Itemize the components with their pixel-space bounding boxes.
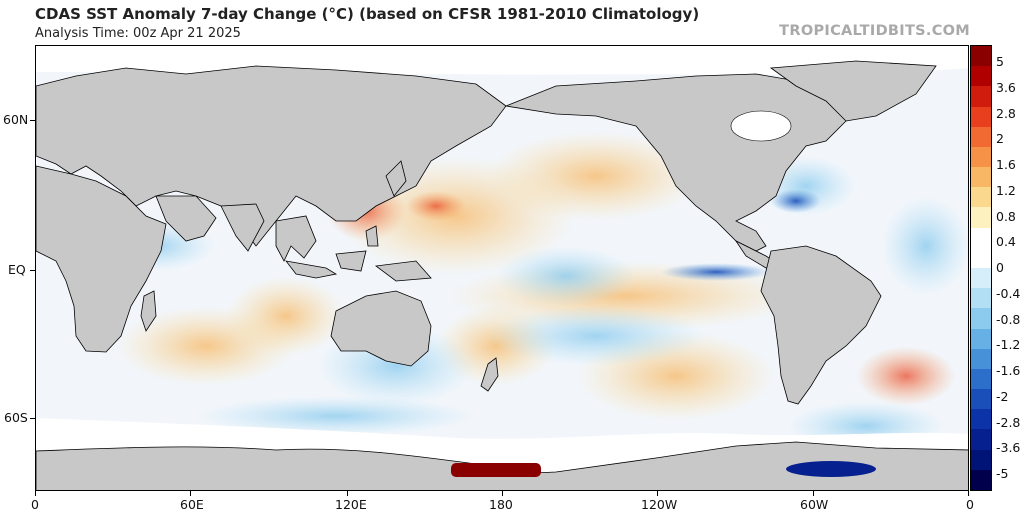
land-japan	[385, 160, 407, 197]
colorbar-segment	[971, 167, 991, 188]
brand-watermark: TROPICALTIDBITS.COM	[779, 23, 970, 39]
lat-tick	[30, 120, 35, 121]
land-indonesia	[285, 250, 432, 282]
lon-tick	[968, 491, 969, 496]
colorbar-segment	[971, 328, 991, 350]
weddell-cold-anomaly	[786, 461, 876, 477]
colorbar-segment	[971, 106, 991, 128]
lon-label-60w: 60W	[800, 497, 829, 512]
colorbar-label: 1.6	[996, 157, 1016, 172]
sst-anomaly-map[interactable]	[35, 45, 969, 491]
lat-label-60n: 60N	[3, 112, 29, 127]
lon-label-60e: 60E	[180, 497, 204, 512]
colorbar-label: -0.4	[996, 285, 1021, 301]
colorbar-label: 0	[996, 260, 1004, 275]
colorbar-segment	[971, 46, 991, 67]
lat-label-eq: EQ	[8, 262, 26, 277]
lon-tick	[35, 491, 36, 496]
colorbar-segment	[971, 389, 991, 410]
colorbar-segment	[971, 66, 991, 87]
colorbar-segment	[971, 449, 991, 471]
colorbar-label: 0.8	[996, 208, 1016, 224]
analysis-time: Analysis Time: 00z Apr 21 2025	[35, 26, 241, 41]
colorbar-segment	[971, 146, 991, 168]
colorbar	[970, 45, 992, 491]
land-greenland	[769, 60, 937, 122]
lon-label-180: 180	[489, 497, 513, 512]
ross-sea-warm-anomaly	[451, 463, 541, 477]
lon-label-120e: 120E	[335, 497, 367, 512]
land-south-america	[760, 245, 882, 405]
lon-label-0-right: 0	[966, 497, 974, 512]
lat-tick	[30, 270, 35, 271]
colorbar-label: -1.6	[996, 363, 1021, 378]
colorbar-segment	[971, 308, 991, 330]
colorbar-segment	[971, 247, 991, 269]
colorbar-label: -3.6	[996, 440, 1021, 456]
colorbar-segment	[971, 469, 991, 491]
map-svg	[36, 46, 968, 490]
colorbar-label: 2.8	[996, 105, 1016, 121]
lon-tick	[502, 491, 503, 496]
lon-label-0: 0	[31, 497, 39, 512]
colorbar-segment	[971, 187, 991, 208]
colorbar-segment	[971, 429, 991, 451]
colorbar-label: -1.2	[996, 337, 1021, 353]
colorbar-segment	[971, 368, 991, 390]
colorbar-label: 3.6	[996, 79, 1016, 95]
colorbar-segment	[971, 126, 991, 148]
colorbar-label: 2	[996, 131, 1004, 147]
land-new-zealand	[480, 357, 499, 392]
colorbar-label: -0.8	[996, 311, 1021, 327]
lat-label-60s: 60S	[4, 410, 28, 425]
colorbar-segment	[971, 348, 991, 370]
lat-tick	[30, 418, 35, 419]
lon-tick	[190, 491, 191, 496]
colorbar-segment	[971, 268, 991, 289]
colorbar-label: 5	[996, 54, 1004, 69]
map-title: CDAS SST Anomaly 7-day Change (°C) (base…	[35, 5, 700, 23]
land-antarctica	[36, 441, 968, 490]
land-indochina	[275, 215, 317, 262]
land-eurasia	[36, 65, 507, 247]
land-australia	[330, 290, 432, 367]
colorbar-label: 0.4	[996, 234, 1016, 250]
lon-label-120w: 120W	[641, 497, 678, 512]
land-india	[220, 203, 265, 252]
colorbar-segment	[971, 207, 991, 229]
colorbar-label: -2	[996, 388, 1009, 404]
colorbar-segment	[971, 86, 991, 108]
lon-tick	[347, 491, 348, 496]
colorbar-label: -5	[996, 466, 1009, 481]
colorbar-segment	[971, 409, 991, 430]
hudson-bay-ice	[730, 110, 792, 142]
lon-tick	[813, 491, 814, 496]
land-madagascar	[140, 290, 157, 332]
lon-tick	[657, 491, 658, 496]
colorbar-label: -2.8	[996, 414, 1021, 430]
land-arabia	[155, 195, 217, 242]
land-africa	[36, 165, 167, 353]
colorbar-segment	[971, 288, 991, 309]
colorbar-segment	[971, 227, 991, 249]
land-philippines	[365, 225, 379, 247]
colorbar-label: 1.2	[996, 182, 1016, 198]
